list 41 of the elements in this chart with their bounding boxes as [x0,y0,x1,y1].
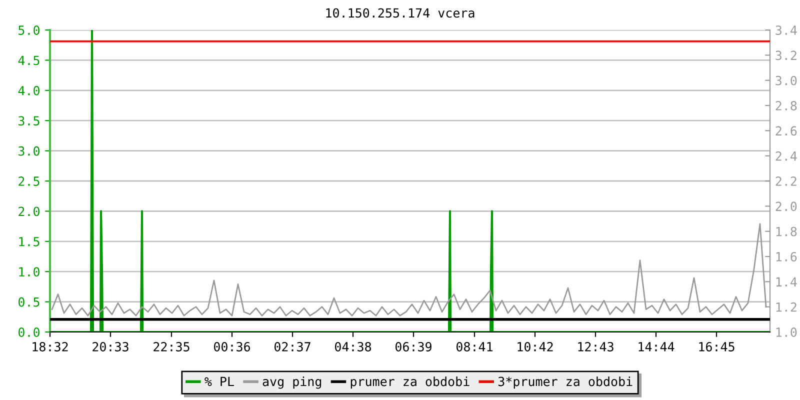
y2-tick-label: 1.0 [776,328,797,337]
y-tick-label: 2.5 [18,176,40,186]
x-tick-label: 00:36 [214,342,250,352]
y-tick-label: 1.5 [19,237,40,246]
y-tick-label: 0.5 [18,297,40,307]
legend-label: 3*prumer za obdobi [498,376,632,389]
x-tick-label: 12:43 [578,342,614,352]
y-tick-label: 0.0 [18,328,40,337]
x-tick-label: 16:45 [699,342,734,352]
legend-label: avg ping [262,376,322,389]
y2-tick-label: 1.2 [776,302,796,312]
y2-tick-label: 3.2 [776,50,796,60]
x-tick-label: 06:39 [396,342,432,352]
y2-tick-label: 2.8 [776,101,797,110]
y2-tick-label: 2.4 [776,151,797,161]
y-tick-label: 1.0 [19,267,40,277]
y-tick-label: 5.0 [18,26,40,35]
chart-title: 10.150.255.174 vcera [326,8,474,18]
y2-tick-label: 2.2 [776,176,796,186]
x-tick-label: 14:44 [638,342,674,352]
x-tick-label: 08:41 [456,342,492,352]
y-tick-label: 4.5 [18,56,40,66]
y2-tick-label: 2.6 [776,126,797,136]
y2-tick-label: 1.4 [776,277,797,286]
legend-label: % PL [204,376,234,386]
y2-tick-label: 2.0 [776,202,797,212]
y-tick-label: 3.0 [18,146,40,156]
y2-tick-label: 1.6 [776,252,797,262]
x-tick-label: 10:42 [518,342,553,352]
y2-tick-label: 3.4 [776,26,797,35]
x-tick-label: 02:37 [274,342,310,352]
y-tick-label: 4.0 [18,86,40,96]
legend-label: prumer za obdobi [350,376,470,389]
x-tick-label: 22:35 [154,342,190,352]
y2-tick-label: 1.8 [776,226,797,236]
y-tick-label: 3.5 [18,116,40,126]
x-tick-label: 18:32 [32,342,68,352]
y-tick-label: 2.0 [18,206,40,216]
x-tick-label: 04:38 [335,342,372,352]
y2-tick-label: 3.0 [776,76,797,86]
x-tick-label: 20:33 [92,342,128,352]
